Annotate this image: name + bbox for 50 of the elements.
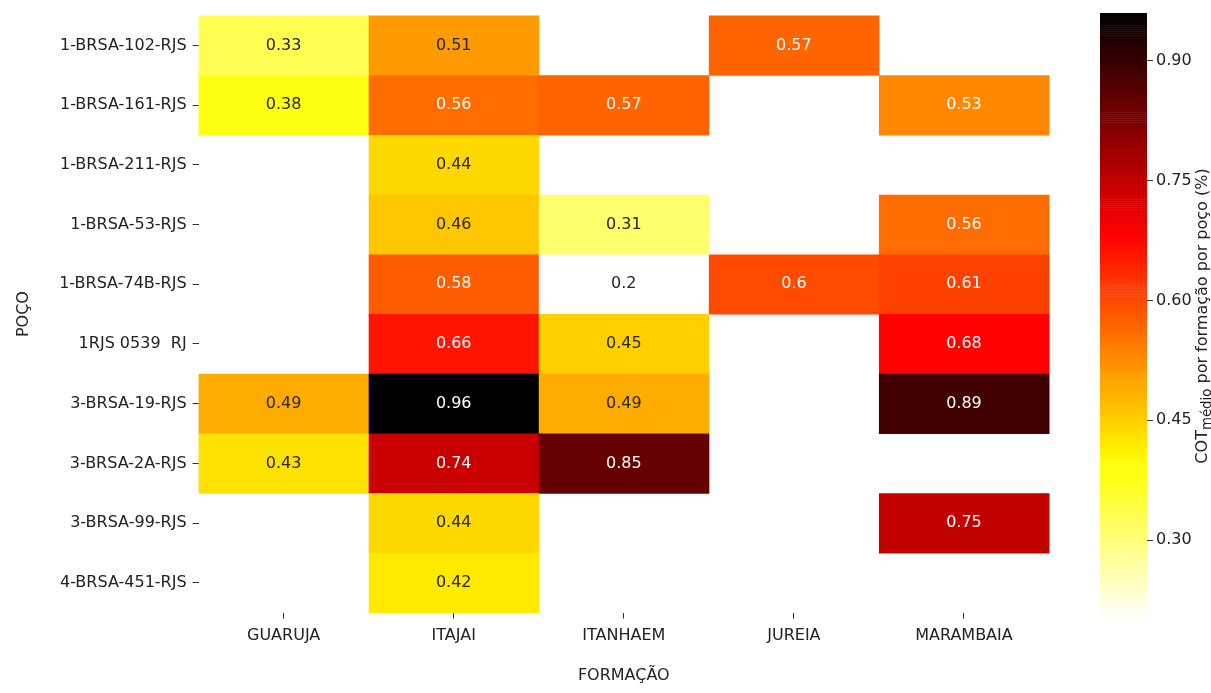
- data-label: 0.38: [265, 94, 302, 114]
- data-label: 0.56: [435, 94, 472, 114]
- data-label: 0.68: [946, 333, 982, 353]
- data-label: 0.43: [265, 452, 302, 472]
- data-label: 0.57: [605, 94, 642, 114]
- color-bar-label: 0.90: [1156, 50, 1192, 70]
- x-tick-label: MARAMBAIA: [915, 625, 1013, 645]
- x-tick-label: GUARUJA: [247, 625, 321, 645]
- data-label: 0.61: [946, 273, 982, 293]
- data-label: 0.44: [435, 512, 472, 532]
- y-tick-label: 1RJS 0539 RJ: [78, 333, 187, 353]
- x-axis-title: FORMAÇÃO: [577, 664, 670, 684]
- y-tick-label: 3-BRSA-2A-RJS: [69, 452, 187, 472]
- y-tick-label: 1-BRSA-161-RJS: [59, 94, 187, 114]
- x-tick-label: JUREIA: [766, 625, 821, 645]
- data-label: 0.75: [946, 512, 982, 532]
- data-label: 0.45: [605, 333, 642, 353]
- data-label: 0.31: [605, 213, 642, 233]
- data-label: 0.53: [946, 94, 982, 114]
- data-label: 0.49: [605, 392, 642, 412]
- color-bar-label: 0.75: [1156, 169, 1192, 189]
- data-label: 0.2: [611, 273, 637, 293]
- data-label: 0.42: [435, 571, 472, 591]
- data-label: 0.49: [265, 392, 302, 412]
- data-label: 0.44: [435, 154, 472, 174]
- data-label: 0.6: [781, 273, 807, 293]
- y-tick-label: 1-BRSA-74B-RJS: [59, 273, 187, 293]
- data-label: 0.46: [435, 213, 472, 233]
- data-label: 0.58: [435, 273, 472, 293]
- y-tick-label: 4-BRSA-451-RJS: [59, 571, 187, 591]
- data-label: 0.56: [946, 213, 982, 233]
- y-axis-title: POÇO: [12, 291, 32, 338]
- color-bar-label: 0.30: [1156, 529, 1192, 549]
- data-label: 0.33: [265, 34, 302, 54]
- data-label: 0.66: [435, 333, 472, 353]
- y-tick-label: 1-BRSA-53-RJS: [70, 213, 187, 233]
- color-bar-label: 0.45: [1156, 409, 1192, 429]
- y-tick-label: 3-BRSA-99-RJS: [70, 512, 187, 532]
- x-tick-label: ITAJAI: [431, 625, 476, 645]
- data-label: 0.74: [435, 452, 472, 472]
- data-label: 0.96: [435, 392, 472, 412]
- data-label: 0.57: [776, 34, 812, 54]
- data-label: 0.51: [435, 34, 472, 54]
- color-bar-label: 0.60: [1156, 289, 1192, 309]
- y-tick-label: 3-BRSA-19-RJS: [70, 392, 187, 412]
- data-label: 0.89: [946, 392, 982, 412]
- x-tick-label: ITANHAEM: [582, 625, 666, 645]
- y-tick-label: 1-BRSA-102-RJS: [59, 34, 187, 54]
- y-tick-label: 1-BRSA-211-RJS: [59, 154, 187, 174]
- data-label: 0.85: [605, 452, 642, 472]
